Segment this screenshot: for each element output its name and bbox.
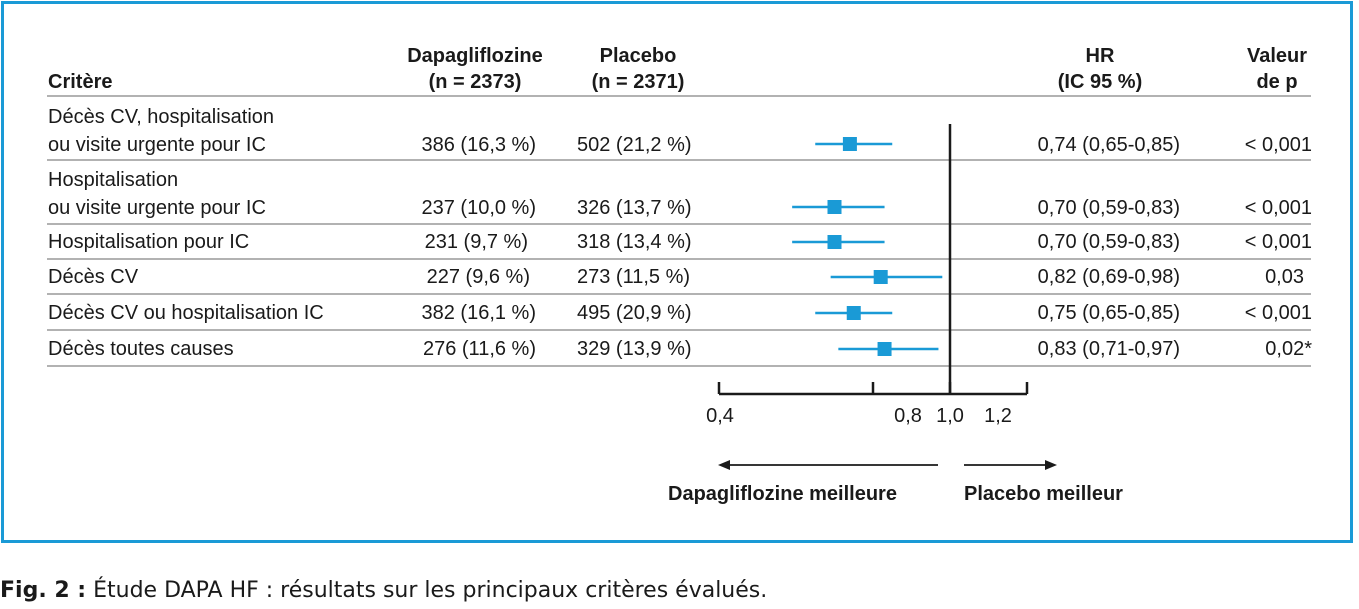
caption-text: Étude DAPA HF : résultats sur les princi…: [86, 578, 768, 603]
row-dapa: 386 (16,3 %): [421, 134, 536, 156]
figure-caption: Fig. 2 : Étude DAPA HF : résultats sur l…: [0, 578, 767, 603]
header-placebo-line2: (n = 2371): [591, 71, 685, 93]
row-p: < 0,001: [1244, 197, 1312, 219]
header-p-line2: de p: [1256, 71, 1298, 93]
header-placebo-line1: Placebo: [599, 45, 677, 67]
row-p: 0,03: [1265, 266, 1304, 288]
row-placebo: 273 (11,5 %): [577, 266, 691, 288]
hr-point: [873, 270, 888, 284]
row-label-line1: Hospitalisation: [48, 169, 179, 191]
row-placebo: 329 (13,9 %): [577, 338, 692, 360]
row-hr-text: 0,74 (0,65-0,85): [1037, 134, 1180, 156]
hr-point: [827, 235, 842, 249]
row-dapa: 237 (10,0 %): [421, 197, 536, 219]
header-dapa-line2: (n = 2373): [428, 71, 522, 93]
row-placebo: 502 (21,2 %): [577, 134, 692, 156]
row-dapa: 382 (16,1 %): [421, 302, 536, 324]
hr-point: [842, 137, 857, 151]
figure-frame: [1, 1, 1353, 543]
hr-point: [877, 342, 892, 356]
row-placebo: 318 (13,4 %): [577, 231, 692, 253]
row-hr-text: 0,82 (0,69-0,98): [1037, 266, 1180, 288]
x-tick-label: 0,4: [706, 405, 734, 427]
forest-marks: [792, 124, 952, 394]
arrow-right-label: Placebo meilleur: [964, 483, 1123, 505]
row-label: Hospitalisation pour IC: [48, 231, 250, 253]
header-hr-line2: (IC 95 %): [1057, 71, 1143, 93]
row-hr-text: 0,70 (0,59-0,83): [1037, 231, 1180, 253]
header-hr-line1: HR: [1085, 45, 1115, 67]
row-p: < 0,001: [1244, 302, 1312, 324]
row-label: Décès CV ou hospitalisation IC: [48, 302, 324, 324]
row-p: < 0,001: [1244, 231, 1312, 253]
direction-arrows: [718, 460, 1057, 470]
row-label: Décès toutes causes: [48, 338, 234, 360]
header-criterion: Critère: [48, 71, 113, 93]
row-placebo: 495 (20,9 %): [577, 302, 692, 324]
row-label-line1: Décès CV, hospitalisation: [48, 106, 275, 128]
row-dapa: 276 (11,6 %): [422, 338, 536, 360]
x-tick-label: 1,0: [936, 405, 964, 427]
row-dapa: 227 (9,6 %): [426, 266, 530, 288]
header-p-line1: Valeur: [1246, 45, 1308, 67]
row-p: < 0,001: [1244, 134, 1312, 156]
arrow-right-head: [1045, 460, 1057, 470]
row-separators: [47, 95, 1311, 367]
x-tick-label: 1,2: [984, 405, 1012, 427]
header-dapa-line1: Dapagliflozine: [407, 45, 543, 67]
x-axis: [717, 382, 1029, 396]
hr-point: [846, 306, 861, 320]
row-label-line2: ou visite urgente pour IC: [48, 134, 266, 156]
row-hr-text: 0,75 (0,65-0,85): [1037, 302, 1180, 324]
row-label: Décès CV: [48, 266, 139, 288]
row-dapa: 231 (9,7 %): [424, 231, 528, 253]
row-hr-text: 0,70 (0,59-0,83): [1037, 197, 1180, 219]
row-p: 0,02*: [1265, 338, 1312, 360]
row-label-line2: ou visite urgente pour IC: [48, 197, 266, 219]
hr-point: [827, 200, 842, 214]
arrow-left-head: [718, 460, 730, 470]
row-placebo: 326 (13,7 %): [577, 197, 692, 219]
x-tick-label: 0,8: [894, 405, 922, 427]
row-hr-text: 0,83 (0,71-0,97): [1037, 338, 1180, 360]
arrow-left-label: Dapagliflozine meilleure: [668, 483, 897, 505]
caption-label: Fig. 2 :: [0, 578, 87, 603]
